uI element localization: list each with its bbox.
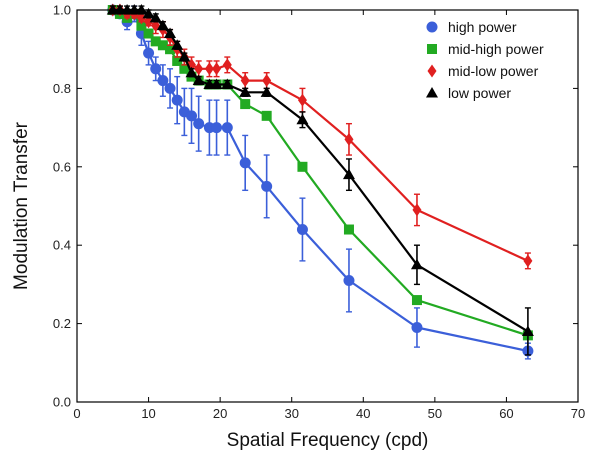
data-point — [165, 44, 176, 55]
data-point — [172, 55, 183, 66]
data-point — [149, 11, 162, 23]
data-point — [164, 27, 177, 39]
data-point — [344, 132, 354, 146]
x-tick-label: 10 — [141, 406, 155, 421]
data-point — [210, 78, 223, 89]
plot-frame — [76, 9, 579, 403]
data-point — [239, 86, 252, 97]
series-low-power — [106, 4, 534, 356]
data-point — [260, 86, 273, 97]
data-point — [186, 110, 198, 122]
y-tick-label: 0.2 — [53, 316, 71, 331]
legend: high power mid-high power mid-low power low… — [426, 19, 544, 101]
data-point — [192, 74, 205, 86]
data-point — [179, 63, 190, 74]
y-tick-label: 0.0 — [53, 395, 71, 410]
data-point — [135, 4, 148, 15]
data-point — [343, 274, 355, 286]
x-axis-title: Spatial Frequency (cpd) — [227, 430, 429, 451]
data-point — [193, 118, 205, 130]
data-point — [262, 74, 272, 88]
data-point — [221, 122, 233, 134]
y-axis-title: Modulation Transfer — [11, 121, 32, 290]
series-layer — [106, 3, 534, 360]
data-point — [261, 110, 272, 121]
data-point — [150, 63, 162, 75]
data-point — [342, 168, 355, 180]
data-point — [222, 58, 232, 72]
data-point — [411, 322, 423, 334]
x-tick-label: 30 — [284, 406, 298, 421]
axes-layer: 0 10 20 30 40 50 60 70 0.0 0.2 0.4 0.6 0.8 1.0 — [53, 3, 585, 422]
legend-marker-mid-low-power — [427, 64, 437, 78]
legend-label-low-power: low power — [448, 85, 511, 101]
y-tick-label: 1.0 — [53, 3, 71, 18]
y-tick-label: 0.4 — [53, 238, 71, 253]
y-tick-label: 0.6 — [53, 159, 71, 174]
data-point — [185, 66, 198, 78]
data-point — [221, 78, 234, 89]
data-point — [143, 47, 155, 59]
legend-label-mid-high-power: mid-high power — [448, 41, 544, 57]
data-point — [240, 74, 250, 88]
data-point — [239, 157, 251, 169]
data-point — [171, 39, 184, 50]
data-point — [164, 82, 176, 94]
x-tick-label: 40 — [356, 406, 370, 421]
data-point — [212, 62, 222, 76]
data-point — [156, 19, 169, 31]
x-tick-label: 0 — [73, 406, 80, 421]
data-point — [211, 122, 223, 134]
data-point — [136, 20, 147, 31]
legend-marker-high-power — [426, 21, 438, 33]
data-point — [143, 28, 154, 39]
legend-marker-mid-high-power — [427, 44, 437, 54]
data-point — [297, 93, 307, 107]
legend-marker-low-power — [426, 87, 438, 98]
legend-label-high-power: high power — [448, 19, 517, 35]
x-tick-label: 50 — [428, 406, 442, 421]
data-point — [297, 161, 308, 172]
data-point — [204, 62, 214, 76]
data-point — [157, 40, 168, 51]
data-point — [150, 36, 161, 47]
data-point — [296, 224, 308, 236]
data-point — [410, 258, 423, 270]
data-point — [194, 62, 204, 76]
data-point — [523, 254, 533, 268]
data-point — [521, 325, 534, 336]
data-point — [296, 113, 309, 125]
data-point — [240, 99, 251, 110]
data-point — [412, 203, 422, 217]
data-point — [157, 75, 169, 87]
data-point — [178, 51, 191, 62]
data-point — [171, 94, 183, 106]
legend-label-mid-low-power: mid-low power — [448, 63, 539, 79]
y-tick-label: 0.8 — [53, 81, 71, 96]
x-tick-label: 60 — [499, 406, 513, 421]
data-point — [343, 224, 354, 235]
x-tick-label: 70 — [571, 406, 585, 421]
data-point — [261, 180, 273, 192]
x-tick-label: 20 — [213, 406, 227, 421]
data-point — [411, 295, 422, 306]
